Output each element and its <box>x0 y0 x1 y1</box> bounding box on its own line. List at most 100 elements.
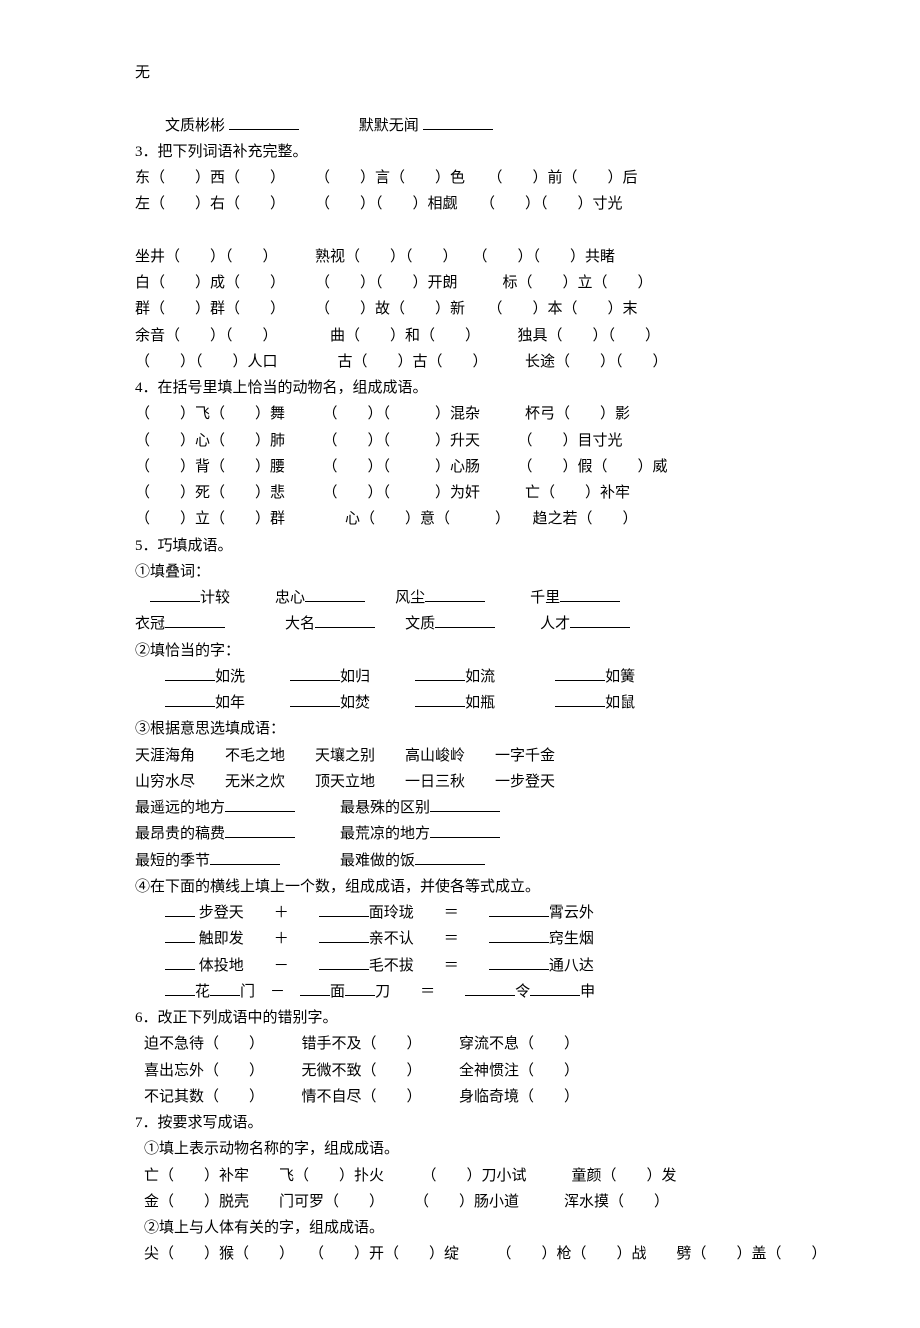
q5-1-row: 衣冠 大名 文质 人才 <box>135 611 810 637</box>
blank-underline[interactable] <box>430 822 500 838</box>
txt: 如年 <box>215 695 245 711</box>
txt: 最遥远的地方 <box>135 800 225 816</box>
blank-underline[interactable] <box>560 586 620 602</box>
blank-underline[interactable] <box>435 612 495 628</box>
blank-underline[interactable] <box>165 980 195 996</box>
blank-underline[interactable] <box>300 980 330 996</box>
blank-underline[interactable] <box>345 980 375 996</box>
blank-underline[interactable] <box>415 665 465 681</box>
q5-2-row: 如年 如焚 如瓶 如鼠 <box>135 690 810 716</box>
txt: 计较 <box>200 590 230 606</box>
txt: 申 <box>580 984 595 1000</box>
q4-row: （ ）心（ ）肺 （ ）（ ）升天 （ ）目寸光 <box>135 428 810 454</box>
txt: 风尘 <box>395 590 425 606</box>
blank-underline[interactable] <box>225 796 295 812</box>
blank-underline[interactable] <box>165 954 195 970</box>
txt: 亲不认 <box>369 931 414 947</box>
blank-underline[interactable] <box>489 954 549 970</box>
txt: 触即发 <box>199 931 244 947</box>
q7-title: 7．按要求写成语。 <box>135 1110 810 1136</box>
blank-underline[interactable] <box>415 691 465 707</box>
q3-row: （ ）（ ）人口 古（ ）古（ ） 长途（ ）（ ） <box>135 349 810 375</box>
q4-row: （ ）死（ ）悲 （ ）（ ）为奸 亡（ ）补牢 <box>135 480 810 506</box>
q3-row: 群（ ）群（ ） （ ）故（ ）新 （ ）本（ ）末 <box>135 296 810 322</box>
q5-2-title: ②填恰当的字： <box>135 638 810 664</box>
q5-3-title: ③根据意思选填成语： <box>135 716 810 742</box>
q6-row: 迫不急待（ ） 错手不及（ ） 穿流不息（ ） <box>135 1031 810 1057</box>
q7-1-title: ①填上表示动物名称的字，组成成语。 <box>135 1136 810 1162</box>
txt: 文质 <box>405 616 435 632</box>
blank-underline[interactable] <box>319 901 369 917</box>
txt: 面玲珑 <box>369 905 414 921</box>
blank-underline[interactable] <box>165 612 225 628</box>
txt: 忠心 <box>275 590 305 606</box>
q3-row: 余音（ ）（ ） 曲（ ）和（ ） 独具（ ）（ ） <box>135 323 810 349</box>
txt: 最难做的饭 <box>340 853 415 869</box>
blank-underline[interactable] <box>165 927 195 943</box>
txt: 如鼠 <box>605 695 635 711</box>
blank-underline[interactable] <box>415 849 485 865</box>
q5-1-title: ①填叠词： <box>135 559 810 585</box>
q7-1-row: 亡（ ）补牢 飞（ ）扑火 （ ）刀小试 童颜（ ）发 <box>135 1163 810 1189</box>
txt: 令 <box>515 984 530 1000</box>
q5-3-row: 最昂贵的稿费 最荒凉的地方 <box>135 821 810 847</box>
txt: 大名 <box>285 616 315 632</box>
txt: 千里 <box>530 590 560 606</box>
txt: 如簧 <box>605 669 635 685</box>
blank-underline[interactable] <box>319 927 369 943</box>
blank-underline[interactable] <box>530 980 580 996</box>
blank-underline[interactable] <box>165 665 215 681</box>
blank-underline[interactable] <box>555 665 605 681</box>
q3-row: 东（ ）西（ ） （ ）言（ ）色 （ ）前（ ）后 <box>135 165 810 191</box>
blank-underline[interactable] <box>570 612 630 628</box>
q5-3-row: 山穷水尽 无米之炊 顶天立地 一日三秋 一步登天 <box>135 769 810 795</box>
q5-4-row: 花门 － 面刀 ＝ 令申 <box>135 979 810 1005</box>
txt: 通八达 <box>549 958 594 974</box>
txt: 霄云外 <box>549 905 594 921</box>
blank-underline[interactable] <box>150 586 200 602</box>
blank-underline[interactable] <box>315 612 375 628</box>
blank-underline[interactable] <box>465 980 515 996</box>
txt: 刀 <box>375 984 390 1000</box>
blank-underline[interactable] <box>210 980 240 996</box>
q5-4-row: 触即发 ＋ 亲不认 ＝ 窍生烟 <box>135 926 810 952</box>
blank-underline[interactable] <box>489 901 549 917</box>
txt: 人才 <box>540 616 570 632</box>
blank-underline[interactable] <box>165 901 195 917</box>
blank-underline[interactable] <box>290 665 340 681</box>
blank-underline[interactable] <box>319 954 369 970</box>
blank-underline[interactable] <box>290 691 340 707</box>
q5-2-row: 如洗 如归 如流 如簧 <box>135 664 810 690</box>
txt: 衣冠 <box>135 616 165 632</box>
blank <box>135 218 810 244</box>
blank-underline[interactable] <box>425 586 485 602</box>
q5-3-row: 天涯海角 不毛之地 天壤之别 高山峻岭 一字千金 <box>135 743 810 769</box>
q7-2-title: ②填上与人体有关的字，组成成语。 <box>135 1215 810 1241</box>
blank-underline[interactable] <box>430 796 500 812</box>
blank-underline[interactable] <box>229 114 299 130</box>
q5-4-row: 步登天 ＋ 面玲珑 ＝ 霄云外 <box>135 900 810 926</box>
blank-underline[interactable] <box>489 927 549 943</box>
txt: 最昂贵的稿费 <box>135 826 225 842</box>
q5-title: 5．巧填成语。 <box>135 533 810 559</box>
txt: 步登天 <box>199 905 244 921</box>
txt: 文质彬彬 <box>165 118 225 134</box>
blank-underline[interactable] <box>555 691 605 707</box>
header-char: 无 <box>135 60 810 86</box>
txt: 如洗 <box>215 669 245 685</box>
q3-title: 3．把下列词语补充完整。 <box>135 139 810 165</box>
q6-title: 6．改正下列成语中的错别字。 <box>135 1005 810 1031</box>
q7-1-row: 金（ ）脱壳 门可罗（ ） （ ）肠小道 浑水摸（ ） <box>135 1189 810 1215</box>
blank-underline[interactable] <box>423 114 493 130</box>
blank-underline[interactable] <box>225 822 295 838</box>
txt: 面 <box>330 984 345 1000</box>
txt: 如归 <box>340 669 370 685</box>
blank-underline[interactable] <box>210 849 280 865</box>
txt: 毛不拔 <box>369 958 414 974</box>
blank-underline[interactable] <box>305 586 365 602</box>
blank-underline[interactable] <box>165 691 215 707</box>
q6-row: 不记其数（ ） 情不自尽（ ） 身临奇境（ ） <box>135 1084 810 1110</box>
q4-row: （ ）飞（ ）舞 （ ）（ ）混杂 杯弓（ ）影 <box>135 401 810 427</box>
q5-4-row: 体投地 － 毛不拔 ＝ 通八达 <box>135 953 810 979</box>
txt: 默默无闻 <box>359 118 419 134</box>
